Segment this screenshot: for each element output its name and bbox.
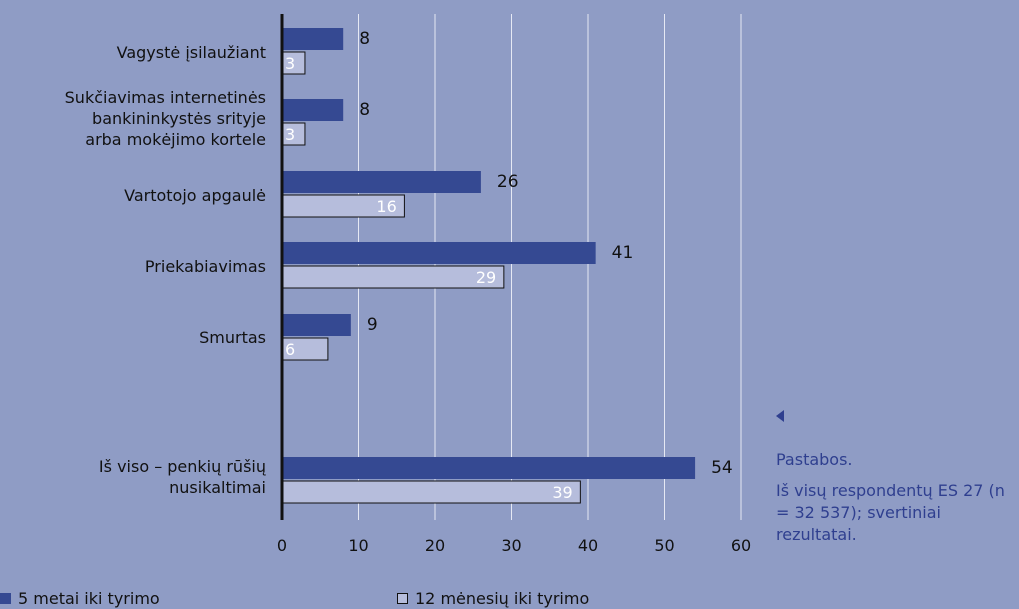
x-tick-label: 40: [578, 536, 598, 555]
x-tick-label: 0: [277, 536, 287, 555]
bar-5-years: [282, 28, 344, 50]
legend-label-5-years: 5 metai iki tyrimo: [18, 589, 160, 608]
x-tick-label: 30: [501, 536, 521, 555]
bar-12-months: [281, 265, 505, 289]
legend-label-12-months: 12 mėnesių iki tyrimo: [415, 589, 590, 608]
data-label-5-years: 8: [359, 100, 370, 120]
x-tick-label: 60: [731, 536, 751, 555]
category-label: Smurtas: [199, 327, 266, 348]
x-tick-label: 50: [654, 536, 674, 555]
bar-5-years: [282, 99, 344, 121]
bar-12-months: [281, 480, 581, 504]
bar-5-years: [282, 457, 696, 479]
category-label: Iš viso – penkių rūšių nusikaltimai: [99, 456, 266, 498]
notes-box: Pastabos. Iš visų respondentų ES 27 (n =…: [776, 449, 1019, 555]
category-label: Vartotojo apgaulė: [124, 185, 266, 206]
category-label-line: Priekabiavimas: [144, 256, 266, 276]
notes-text: Iš visų respondentų ES 27 (n = 32 537); …: [776, 481, 1005, 544]
category-label-line: Sukčiavimas internetinės: [64, 87, 266, 107]
data-label-12-months: 16: [376, 197, 396, 216]
data-label-12-months: 29: [476, 268, 496, 287]
category-label-line: Iš viso – penkių rūšių: [98, 457, 266, 476]
bar-5-years: [282, 171, 481, 193]
bar-5-years: [282, 314, 351, 336]
legend-item-5-years: 5 metai iki tyrimo: [0, 589, 160, 608]
category-label-line: Vagystė įsilaužiant: [116, 42, 266, 62]
category-label-line: Smurtas: [199, 327, 266, 347]
bar-5-years: [282, 242, 596, 264]
data-label-12-months: 6: [285, 340, 295, 359]
triangle-left-icon: [776, 410, 784, 422]
notes-title: Pastabos.: [776, 450, 853, 469]
data-label-12-months: 3: [285, 54, 295, 73]
category-label-line: bankininkystės srityje: [92, 108, 266, 128]
category-label-line: Vartotojo apgaulė: [124, 185, 266, 205]
x-tick-label: 20: [425, 536, 445, 555]
data-label-12-months: 3: [285, 125, 295, 144]
data-label-5-years: 41: [612, 243, 634, 263]
data-label-12-months: 39: [552, 483, 572, 502]
legend-item-12-months: 12 mėnesių iki tyrimo: [397, 589, 589, 608]
data-label-5-years: 26: [497, 172, 519, 192]
category-label: Vagystė įsilaužiant: [117, 42, 266, 63]
category-label: Priekabiavimas: [145, 256, 266, 277]
data-label-5-years: 9: [367, 315, 378, 335]
legend-swatch-12-months: [397, 593, 408, 604]
data-label-5-years: 54: [711, 458, 733, 478]
x-tick-label: 10: [348, 536, 368, 555]
category-label: Sukčiavimas internetinės bankininkystės s…: [65, 87, 266, 150]
legend-swatch-5-years: [0, 593, 11, 604]
data-label-5-years: 8: [359, 29, 370, 49]
category-label-line: nusikaltimai: [169, 478, 266, 497]
category-label-line: arba mokėjimo kortele: [85, 129, 266, 149]
